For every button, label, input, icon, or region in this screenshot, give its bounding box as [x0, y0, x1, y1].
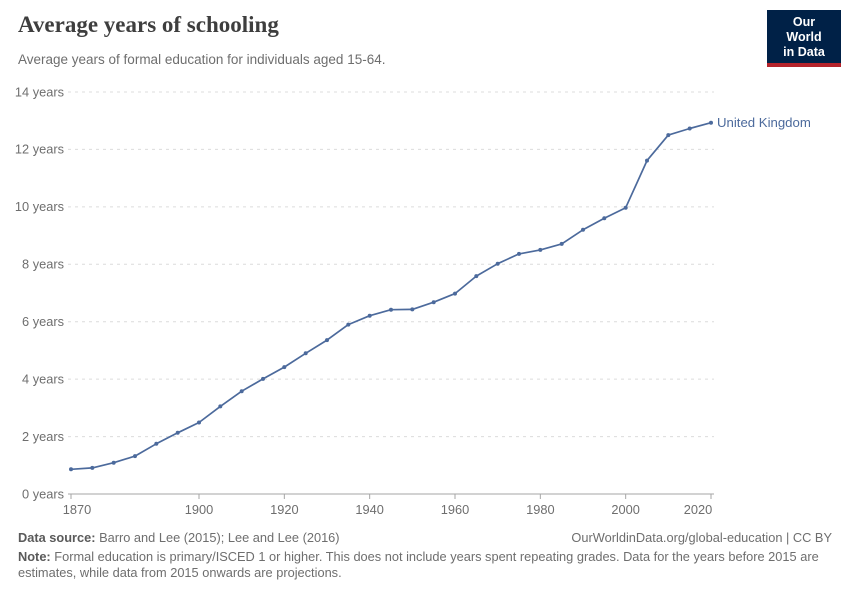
data-source-text: Barro and Lee (2015); Lee and Lee (2016) — [95, 530, 340, 545]
page-title: Average years of schooling — [18, 12, 279, 37]
owid-logo[interactable]: Our World in Data — [767, 10, 841, 67]
data-point[interactable] — [261, 376, 265, 381]
data-point[interactable] — [709, 120, 713, 125]
y-tick-label: 8 years — [22, 257, 64, 272]
data-point[interactable] — [175, 430, 180, 435]
data-point[interactable] — [111, 460, 116, 465]
x-tick-label: 1940 — [355, 502, 383, 517]
data-source-line: Data source: Barro and Lee (2015); Lee a… — [18, 530, 832, 545]
data-point[interactable] — [623, 205, 628, 210]
y-tick-label: 6 years — [22, 314, 64, 329]
data-point[interactable] — [538, 247, 543, 252]
note-line: Note: Formal education is primary/ISCED … — [18, 549, 832, 581]
data-point[interactable] — [645, 158, 649, 163]
x-tick-label: 1870 — [63, 502, 91, 517]
series-line-united-kingdom[interactable] — [70, 121, 712, 471]
data-point[interactable] — [154, 441, 159, 446]
y-tick-label: 12 years — [15, 142, 64, 157]
y-tick-label: 2 years — [22, 429, 64, 444]
data-source: Data source: Barro and Lee (2015); Lee a… — [18, 530, 340, 545]
data-point[interactable] — [346, 322, 351, 327]
data-point[interactable] — [431, 300, 436, 305]
data-source-label: Data source: — [18, 530, 96, 545]
data-point[interactable] — [133, 454, 137, 459]
data-point[interactable] — [602, 216, 607, 221]
data-point[interactable] — [559, 241, 564, 246]
data-point[interactable] — [389, 307, 393, 312]
data-point[interactable] — [282, 365, 287, 370]
chart-footer: Data source: Barro and Lee (2015); Lee a… — [18, 530, 832, 581]
y-tick-label: 14 years — [15, 84, 64, 99]
data-point[interactable] — [90, 465, 95, 470]
data-point[interactable] — [197, 420, 201, 425]
data-point[interactable] — [474, 274, 479, 279]
y-tick-label: 0 years — [22, 486, 64, 501]
entity-label[interactable]: United Kingdom — [717, 115, 811, 130]
x-tick-label: 1920 — [270, 502, 298, 517]
logo-line-2: in Data — [783, 45, 825, 59]
data-point[interactable] — [517, 251, 521, 256]
y-tick-label: 4 years — [22, 371, 64, 386]
data-point[interactable] — [453, 291, 457, 296]
data-point[interactable] — [239, 389, 244, 394]
data-point[interactable] — [325, 338, 329, 343]
note-text: Formal education is primary/ISCED 1 or h… — [18, 549, 819, 580]
data-point[interactable] — [687, 126, 692, 131]
x-tick-label: 1960 — [441, 502, 469, 517]
note-label: Note: — [18, 549, 51, 564]
x-tick-label: 1980 — [526, 502, 554, 517]
x-tick-label: 2020 — [684, 502, 712, 517]
page-subtitle: Average years of formal education for in… — [18, 52, 386, 67]
x-tick-label: 2000 — [611, 502, 639, 517]
x-tick-label: 1900 — [185, 502, 213, 517]
data-point[interactable] — [666, 133, 671, 138]
chart-layers: 0 years 2 years 4 years 6 years 8 years 10 ye… — [15, 84, 714, 517]
y-tick-label: 10 years — [15, 199, 64, 214]
data-point[interactable] — [69, 467, 73, 472]
data-point[interactable] — [410, 307, 415, 312]
data-point[interactable] — [218, 404, 223, 409]
chart-canvas[interactable]: 0 years 2 years 4 years 6 years 8 years 10 ye… — [0, 80, 850, 530]
data-point[interactable] — [581, 227, 585, 232]
citation-link[interactable]: OurWorldinData.org/global-education | CC… — [571, 530, 832, 545]
data-point[interactable] — [367, 313, 372, 318]
data-point[interactable] — [495, 261, 500, 266]
data-point[interactable] — [303, 351, 308, 356]
logo-line-1: Our World — [786, 15, 822, 44]
